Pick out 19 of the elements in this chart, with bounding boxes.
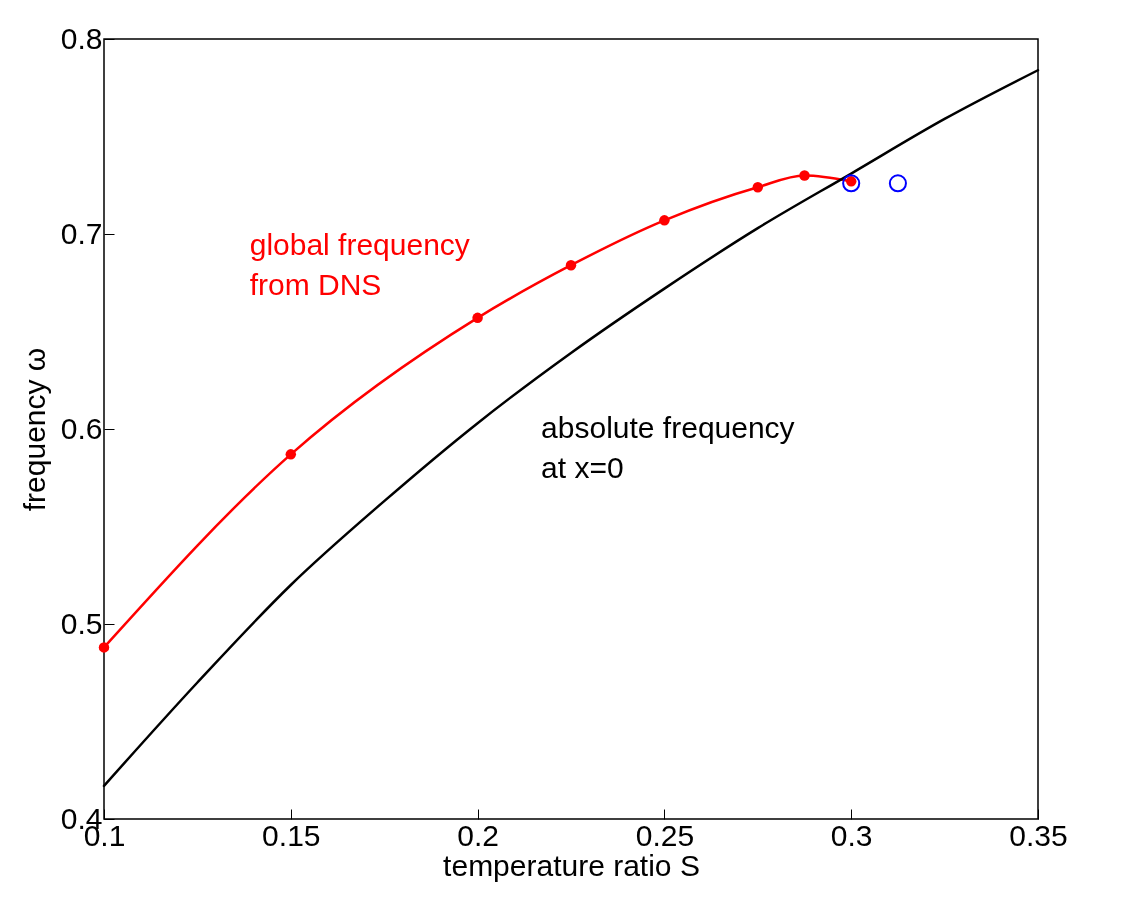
point <box>799 170 810 181</box>
y-tick-label: 0.6 <box>60 411 103 445</box>
point <box>842 174 861 193</box>
point <box>752 181 764 193</box>
x-tick-label: 0.35 <box>1009 818 1068 852</box>
series-label: absolute frequency at x=0 <box>541 411 795 484</box>
y-tick-label: 0.7 <box>60 216 103 250</box>
point <box>98 642 110 653</box>
x-tick-label: 0.3 <box>830 818 873 852</box>
x-tick-label: 0.15 <box>262 818 321 852</box>
y-tick-label: 0.8 <box>60 21 103 55</box>
y-axis-title: frequency ω <box>17 347 51 512</box>
point <box>565 259 577 271</box>
y-tick-label: 0.5 <box>60 606 103 640</box>
point <box>472 312 483 324</box>
point <box>285 449 297 460</box>
series-label: global frequency from DNS <box>249 227 470 301</box>
point <box>888 174 907 193</box>
point <box>659 215 670 226</box>
